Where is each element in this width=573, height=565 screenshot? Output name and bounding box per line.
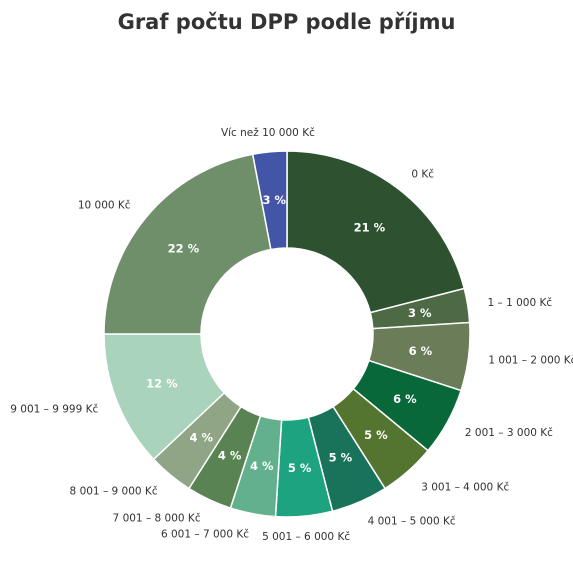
category-label: 0 Kč	[411, 169, 434, 181]
slice-value-label: 4 %	[190, 431, 214, 445]
slice-value-label: 4 %	[250, 459, 274, 473]
category-label: 1 – 1 000 Kč	[488, 297, 553, 309]
category-label: Víc než 10 000 Kč	[221, 127, 315, 139]
pie-slice	[286, 150, 466, 314]
slice-value-label: 3 %	[408, 306, 432, 320]
slice-value-label: 5 %	[329, 450, 353, 464]
slice-value-label: 12 %	[146, 377, 178, 391]
category-label: 9 001 – 9 999 Kč	[10, 404, 98, 416]
pie-slice	[251, 150, 288, 251]
slice-value-label: 6 %	[393, 392, 417, 406]
slice-value-label: 3 %	[263, 193, 287, 207]
slice-value-label: 22 %	[168, 241, 200, 255]
category-label: 7 001 – 8 000 Kč	[113, 513, 201, 525]
category-label: 6 001 – 7 000 Kč	[161, 528, 249, 540]
category-label: 8 001 – 9 000 Kč	[70, 485, 158, 497]
slice-value-label: 4 %	[218, 449, 242, 463]
chart-title: Graf počtu DPP podle příjmu	[117, 10, 456, 34]
slice-value-label: 21 %	[354, 221, 386, 235]
pie-slice	[103, 153, 272, 335]
slice-value-label: 5 %	[364, 428, 388, 442]
slice-value-label: 6 %	[409, 344, 433, 358]
category-label: 10 000 Kč	[78, 200, 131, 212]
category-label: 2 001 – 3 000 Kč	[465, 427, 553, 439]
category-label: 1 001 – 2 000 Kč	[488, 354, 573, 366]
category-label: 5 001 – 6 000 Kč	[262, 531, 350, 543]
category-label: 4 001 – 5 000 Kč	[368, 515, 456, 527]
slice-value-label: 5 %	[288, 461, 312, 475]
category-label: 3 001 – 4 000 Kč	[421, 481, 509, 493]
